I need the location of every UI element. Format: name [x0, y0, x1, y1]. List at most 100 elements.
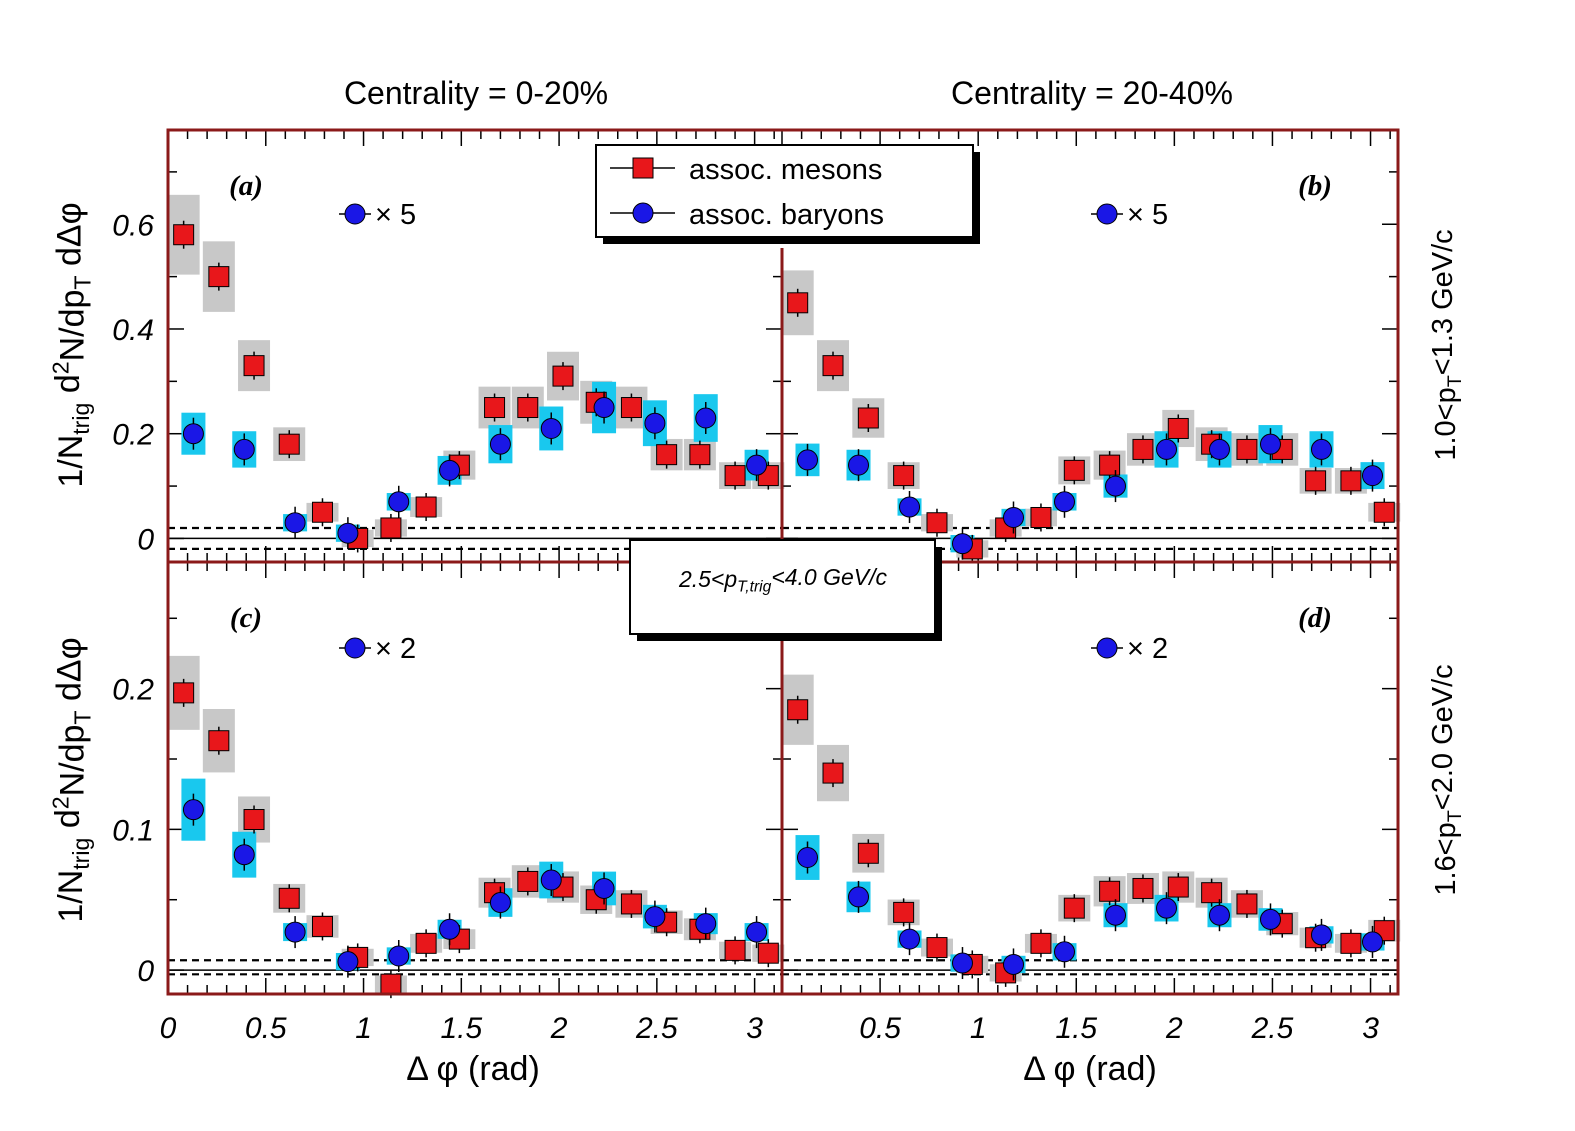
baryon-point	[1361, 465, 1383, 487]
baryon-point	[695, 407, 717, 429]
y-tick-label: 0.2	[112, 674, 154, 707]
baryon-point	[182, 423, 204, 445]
meson-point	[757, 942, 779, 964]
scale-note-text: × 2	[375, 633, 416, 665]
baryon-point	[848, 886, 870, 908]
svg-text:1/Ntrig​ d2​N/dpT​ dΔφ: 1/Ntrig​ d2​N/dpT​ dΔφ	[47, 637, 95, 922]
meson-point	[724, 465, 746, 487]
meson-point	[1063, 459, 1085, 481]
x-tick-label: 1.5	[1055, 1012, 1097, 1045]
meson-point	[415, 496, 437, 518]
ylabel-top: 1/Ntrig​ d2​N/dpT​ dΔφ	[47, 202, 95, 487]
baryon-point	[746, 454, 768, 476]
baryon-point	[1361, 931, 1383, 953]
baryon-point	[439, 918, 461, 940]
meson-point	[311, 501, 333, 523]
meson-point	[311, 915, 333, 937]
scale-note-marker	[344, 637, 366, 659]
x-tick-label: 1	[970, 1012, 987, 1045]
meson-point	[484, 397, 506, 419]
x-tick-label: 2.5	[1251, 1012, 1294, 1045]
y-tick-label: 0	[137, 523, 154, 556]
x-tick-label: 3	[746, 1012, 763, 1045]
meson-point	[893, 465, 915, 487]
row-label-bottom: 1.6<pT​<2.0 GeV/c	[1427, 664, 1466, 895]
baryon-point	[1259, 908, 1281, 930]
col-title-left: Centrality = 0-20%	[344, 75, 608, 111]
meson-point	[787, 292, 809, 314]
scale-note-text: × 5	[1127, 199, 1168, 231]
baryon-point	[1208, 904, 1230, 926]
meson-point	[656, 444, 678, 466]
ylabel-bottom: 1/Ntrig​ d2​N/dpT​ dΔφ	[47, 637, 95, 922]
baryon-point	[1310, 924, 1332, 946]
panels-group: 0 0.2 0.4 0.6 (a) × 5 (b) × 5 0 0.1 0.2 0 0.5 1 1.5 2 2.…	[112, 128, 1401, 1045]
baryon-point	[337, 522, 359, 544]
meson-point	[1373, 501, 1395, 523]
meson-point	[857, 842, 879, 864]
col-title-right: Centrality = 20-40%	[951, 75, 1233, 111]
baryon-point	[593, 877, 615, 899]
meson-point	[724, 939, 746, 961]
panel-d: 0.5 1 1.5 2 2.5 3 (d) × 2	[781, 562, 1401, 1045]
y-tick-label: 0	[137, 955, 154, 988]
meson-point	[243, 355, 265, 377]
meson-point	[1340, 470, 1362, 492]
scale-note-marker	[344, 203, 366, 225]
meson-point	[893, 901, 915, 923]
baryon-point	[1105, 475, 1127, 497]
baryon-point	[1053, 941, 1075, 963]
x-tick-label: 3	[1362, 1012, 1379, 1045]
meson-point	[552, 365, 574, 387]
meson-point	[1340, 932, 1362, 954]
meson-point	[1167, 417, 1189, 439]
meson-point	[926, 512, 948, 534]
baryon-point	[284, 512, 306, 534]
meson-point	[380, 973, 402, 995]
x-tick-label: 2	[1165, 1012, 1183, 1045]
trigger-label-box: 2.5<pT,trig​<4.0 GeV/c	[629, 539, 942, 641]
meson-point	[1236, 438, 1258, 460]
meson-point	[208, 730, 230, 752]
meson-point	[173, 682, 195, 704]
legend-box	[595, 144, 974, 238]
meson-point	[926, 937, 948, 959]
meson-point	[1099, 880, 1121, 902]
x-tick-label: 0	[160, 1012, 177, 1045]
baryon-point	[951, 533, 973, 555]
meson-point	[1132, 438, 1154, 460]
trigger-label: 2.5<pT,trig​<4.0 GeV/c	[678, 564, 888, 596]
baryon-point	[746, 921, 768, 943]
panel-label: (a)	[229, 170, 263, 202]
meson-point	[1201, 882, 1223, 904]
baryon-point	[284, 921, 306, 943]
meson-point	[517, 870, 539, 892]
xlabel-right: Δ φ (rad)	[1023, 1050, 1157, 1088]
panel-label: (c)	[230, 602, 262, 634]
y-tick-label: 0.4	[112, 314, 154, 347]
meson-point	[787, 699, 809, 721]
meson-point	[517, 397, 539, 419]
meson-point	[1167, 876, 1189, 898]
baryon-point	[489, 892, 511, 914]
baryon-point	[439, 459, 461, 481]
panel-label: (d)	[1298, 602, 1332, 634]
meson-point	[1236, 893, 1258, 915]
baryon-point	[233, 438, 255, 460]
baryon-point	[1002, 506, 1024, 528]
meson-point	[1063, 897, 1085, 919]
baryon-point	[388, 491, 410, 513]
meson-point	[857, 407, 879, 429]
y-tick-label: 0.1	[112, 814, 154, 847]
meson-point	[1030, 506, 1052, 528]
baryon-point	[1208, 438, 1230, 460]
x-tick-label: 1.5	[440, 1012, 482, 1045]
baryon-point	[1259, 433, 1281, 455]
legend-baryon-label: assoc. baryons	[689, 199, 884, 231]
baryon-point	[1310, 438, 1332, 460]
meson-point	[278, 887, 300, 909]
svg-text:1.0<pT​<1.3 GeV/c: 1.0<pT​<1.3 GeV/c	[1427, 229, 1466, 460]
svg-text:1.6<pT​<2.0 GeV/c: 1.6<pT​<2.0 GeV/c	[1427, 664, 1466, 895]
legend-baryon-marker	[632, 202, 654, 224]
